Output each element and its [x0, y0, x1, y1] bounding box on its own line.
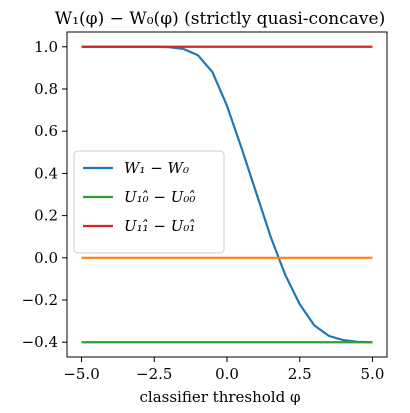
y-tick-label: −0.4 — [22, 333, 58, 351]
x-tick-label: 0.0 — [215, 365, 239, 383]
x-tick-label: −2.5 — [136, 365, 172, 383]
y-tick-label: 0.0 — [34, 249, 58, 267]
x-tick-label: −5.0 — [63, 365, 99, 383]
x-axis-label: classifier threshold φ — [140, 388, 301, 406]
plot-area: −5.0 −2.5 0.0 2.5 5.0 −0.4 −0.2 0.0 0.2 0.4 0.6 0.8… — [22, 31, 388, 383]
legend-label: U₁₁̂ − U₀₁̂ — [124, 217, 195, 235]
chart-title: W₁(φ) − W₀(φ) (strictly quasi-concave) — [55, 9, 385, 29]
y-tick-label: 0.6 — [34, 122, 58, 140]
x-tick-label: 2.5 — [288, 365, 312, 383]
x-tick-label: 5.0 — [361, 365, 385, 383]
legend-box — [73, 150, 225, 254]
legend-label: W₁ − W₀ — [124, 159, 189, 177]
y-tick-label: 0.4 — [34, 164, 58, 182]
y-tick-label: 0.8 — [34, 80, 58, 98]
legend-label: U₁₀̂ − U₀₀̂ — [124, 188, 195, 206]
y-tick-label: 1.0 — [34, 38, 58, 56]
y-tick-label: 0.2 — [34, 207, 58, 225]
y-tick-label: −0.2 — [22, 291, 58, 309]
